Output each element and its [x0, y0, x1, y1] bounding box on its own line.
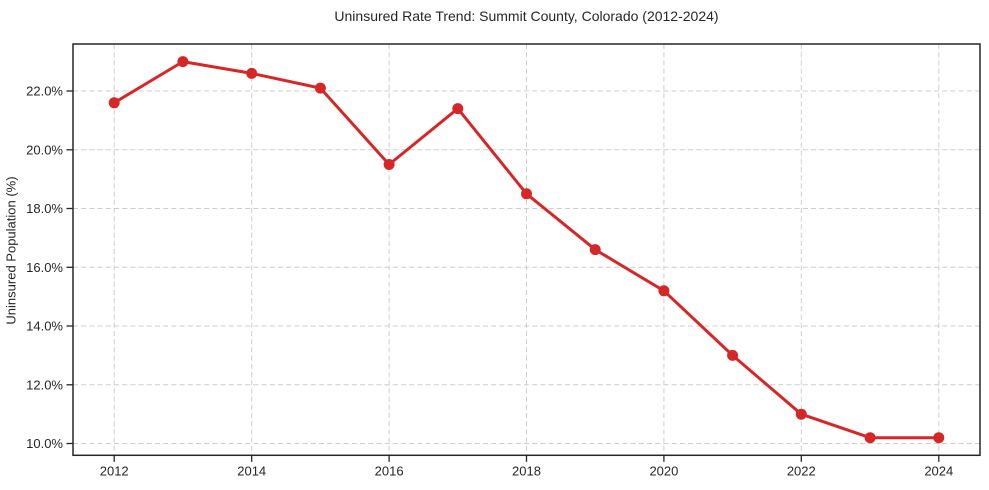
y-tick-label: 12.0% — [26, 377, 63, 392]
data-point-2021 — [727, 349, 739, 361]
data-point-2022 — [795, 408, 807, 420]
data-point-2014 — [246, 67, 258, 79]
y-tick-label: 22.0% — [26, 84, 63, 99]
data-point-2024 — [933, 432, 945, 444]
data-point-2018 — [521, 188, 532, 200]
data-point-2015 — [314, 82, 326, 94]
x-tick-label: 2016 — [375, 463, 404, 478]
y-tick-label: 14.0% — [26, 319, 63, 334]
data-point-2012 — [108, 97, 120, 109]
chart-title: Uninsured Rate Trend: Summit County, Col… — [334, 8, 719, 24]
x-tick-label: 2018 — [512, 463, 541, 478]
x-tick-label: 2020 — [649, 463, 678, 478]
data-point-2023 — [864, 432, 876, 444]
data-point-2016 — [383, 159, 395, 170]
y-tick-label: 10.0% — [26, 436, 63, 451]
y-tick-label: 16.0% — [26, 260, 63, 275]
x-tick-label: 2014 — [237, 463, 266, 478]
y-tick-label: 18.0% — [26, 201, 63, 216]
x-tick-label: 2022 — [787, 463, 816, 478]
data-point-2020 — [658, 285, 670, 297]
x-tick-label: 2012 — [100, 463, 129, 478]
data-point-2013 — [177, 56, 189, 68]
data-point-2017 — [452, 103, 464, 115]
x-tick-label: 2024 — [924, 463, 953, 478]
y-tick-label: 20.0% — [26, 142, 63, 157]
data-point-2019 — [589, 244, 601, 256]
